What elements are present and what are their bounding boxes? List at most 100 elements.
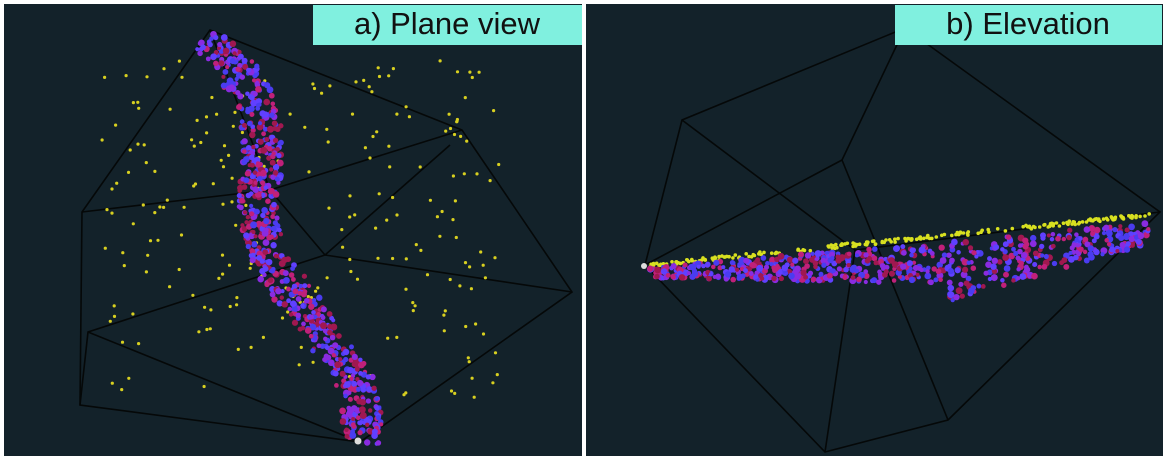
point xyxy=(326,311,333,317)
point xyxy=(804,252,812,259)
point xyxy=(257,138,264,145)
point xyxy=(340,228,344,232)
point xyxy=(1080,220,1085,224)
point xyxy=(302,283,308,289)
point xyxy=(228,304,232,309)
point xyxy=(273,253,279,259)
point xyxy=(320,306,327,313)
point xyxy=(980,284,986,289)
point xyxy=(464,324,468,329)
point xyxy=(1003,265,1011,272)
point xyxy=(929,251,935,256)
point xyxy=(308,314,314,320)
point xyxy=(348,194,352,198)
point xyxy=(997,259,1003,265)
point xyxy=(228,84,236,92)
point xyxy=(1083,226,1091,233)
point xyxy=(215,112,219,116)
point xyxy=(833,246,837,251)
point xyxy=(177,59,181,63)
point xyxy=(1029,240,1037,248)
point xyxy=(341,245,345,249)
point xyxy=(1146,227,1151,232)
point xyxy=(448,126,453,131)
point xyxy=(743,268,748,274)
point xyxy=(374,405,380,411)
point xyxy=(126,170,131,174)
point xyxy=(332,342,339,349)
point xyxy=(260,169,267,177)
point xyxy=(124,74,128,78)
point xyxy=(1016,276,1021,281)
point xyxy=(244,220,249,225)
point xyxy=(249,162,255,168)
point xyxy=(221,165,226,169)
point xyxy=(270,242,277,249)
point xyxy=(271,120,278,127)
point xyxy=(1027,225,1031,229)
point xyxy=(940,233,944,238)
point xyxy=(351,353,358,360)
point xyxy=(368,156,372,160)
point xyxy=(156,238,160,242)
point xyxy=(959,293,965,299)
point xyxy=(686,271,692,276)
point xyxy=(219,158,223,162)
point xyxy=(312,86,317,91)
point xyxy=(459,134,463,138)
point xyxy=(267,125,274,133)
point xyxy=(112,304,116,308)
point xyxy=(326,329,333,336)
point xyxy=(255,191,262,198)
point xyxy=(1032,261,1038,268)
point xyxy=(320,315,326,321)
point xyxy=(306,295,310,299)
point xyxy=(1078,236,1083,241)
point xyxy=(851,244,855,249)
point xyxy=(747,254,751,259)
point xyxy=(949,257,955,264)
point xyxy=(941,252,948,258)
point xyxy=(131,312,135,316)
point xyxy=(665,272,671,278)
point xyxy=(1093,233,1100,240)
point xyxy=(1076,243,1081,248)
point xyxy=(870,239,875,244)
point xyxy=(883,269,889,275)
point xyxy=(1082,236,1089,243)
point xyxy=(701,263,706,269)
point xyxy=(976,283,982,289)
point xyxy=(177,267,181,272)
point xyxy=(796,247,800,252)
point xyxy=(377,192,381,196)
point xyxy=(493,256,497,260)
point xyxy=(769,256,776,263)
point xyxy=(366,386,373,393)
point xyxy=(689,273,696,280)
point xyxy=(257,121,263,126)
point xyxy=(866,246,872,253)
point xyxy=(884,238,888,242)
point xyxy=(271,296,278,303)
point xyxy=(168,107,172,111)
point xyxy=(810,251,815,256)
point xyxy=(353,213,357,217)
point xyxy=(236,193,242,199)
point xyxy=(355,386,362,392)
point xyxy=(239,197,245,204)
point xyxy=(262,239,270,247)
point xyxy=(986,227,990,232)
point xyxy=(863,279,868,285)
point xyxy=(136,100,140,104)
point xyxy=(1077,220,1082,225)
point xyxy=(371,385,377,391)
point xyxy=(493,351,498,355)
point xyxy=(217,41,223,48)
point xyxy=(938,277,943,283)
point xyxy=(889,240,893,244)
point xyxy=(251,241,258,248)
point xyxy=(120,340,125,344)
point xyxy=(221,202,225,206)
point xyxy=(469,287,473,291)
point xyxy=(925,269,930,274)
